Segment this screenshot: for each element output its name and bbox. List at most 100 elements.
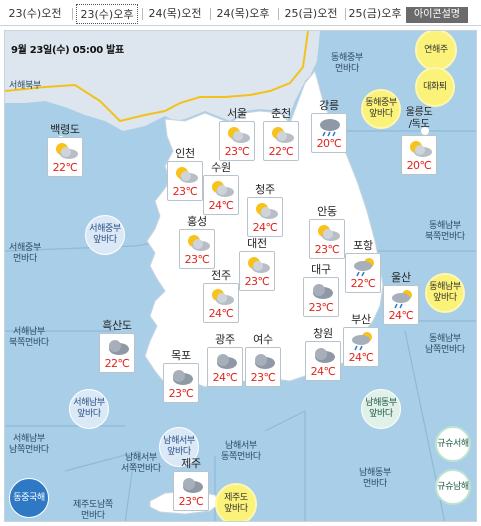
station-name: 제주 [181, 457, 201, 470]
station-daejeon[interactable]: 대전 23℃ [237, 237, 277, 291]
sea-label-west-north: 서해북부 [9, 81, 41, 91]
station-jeonju[interactable]: 전주 24℃ [201, 269, 241, 323]
station-name: 여수 [253, 333, 273, 346]
station-cheongju[interactable]: 청주 24℃ [245, 183, 285, 237]
tab-divider [278, 8, 279, 20]
station-suwon[interactable]: 수원 24℃ [201, 161, 241, 215]
partly-cloudy-icon [188, 235, 210, 251]
station-name: 부산 [351, 313, 371, 326]
station-name: 백령도 [50, 123, 80, 136]
station-temp: 20℃ [406, 159, 432, 172]
station-ulsan[interactable]: 울산 24℃ [381, 271, 421, 325]
zone-south-east-near[interactable]: 남해동부 앞바다 [361, 389, 401, 429]
tab-23-am[interactable]: 23(수)오전 [8, 7, 62, 20]
station-name: 목포 [171, 349, 191, 362]
station-gwangju[interactable]: 광주 24℃ [205, 333, 245, 387]
station-temp: 24℃ [388, 309, 414, 322]
station-baengnyeong[interactable]: 백령도 22℃ [45, 123, 85, 177]
partly-cloudy-icon [256, 203, 278, 219]
sea-label-jeju-south-far: 제주도남쪽 먼바다 [73, 500, 113, 521]
weather-map: 9월 23일(수) 05:00 발표 서해북부 서해중부 먼바다 서해남부 북쪽… [4, 30, 477, 522]
station-name: 울릉도 /독도 [405, 107, 433, 130]
tab-24-am[interactable]: 24(목)오전 [148, 7, 202, 20]
station-name: 춘천 [271, 107, 291, 120]
station-temp: 23℃ [168, 387, 194, 400]
tab-divider [72, 8, 73, 20]
station-name: 대전 [247, 237, 267, 250]
sea-label-west-south-north-far: 서해남부 북쪽먼바다 [9, 327, 49, 348]
partly-cloudy-icon [176, 167, 198, 183]
station-jeju[interactable]: 제주 23℃ [171, 457, 211, 511]
station-name: 서울 [227, 107, 247, 120]
station-chuncheon[interactable]: 춘천 22℃ [261, 107, 301, 161]
station-heuksando[interactable]: 흑산도 22℃ [97, 319, 137, 373]
tab-25-am[interactable]: 25(금)오전 [284, 7, 338, 20]
sea-label-east-central-far: 동해중부 먼바다 [331, 53, 363, 74]
tab-divider [345, 8, 346, 20]
station-changwon[interactable]: 창원 24℃ [303, 327, 343, 381]
station-temp: 23℃ [314, 243, 340, 256]
tab-24-pm[interactable]: 24(목)오후 [216, 7, 270, 20]
station-gangneung[interactable]: 강릉 20℃ [309, 99, 349, 153]
zone-daehwa[interactable]: 대화퇴 [415, 67, 455, 107]
tab-23-pm[interactable]: 23(수)오후 [76, 4, 138, 24]
station-name: 대구 [311, 263, 331, 276]
station-name: 수원 [211, 161, 231, 174]
cloudy-icon [183, 478, 203, 493]
station-temp: 24℃ [348, 351, 374, 364]
station-incheon[interactable]: 인천 23℃ [165, 147, 205, 201]
sea-label-east-south-north-far: 동해남부 북쪽먼바다 [425, 221, 465, 242]
zone-yeonhae[interactable]: 연해주 [415, 31, 457, 71]
zone-east-central-near[interactable]: 동해중부 앞바다 [361, 89, 401, 129]
icon-legend-button[interactable]: 아이콘설명 [406, 7, 468, 23]
station-andong[interactable]: 안동 23℃ [307, 205, 347, 259]
partly-cloudy-icon [228, 127, 250, 143]
partly-cloudy-icon [318, 225, 340, 241]
zone-west-south-near[interactable]: 서해남부 앞바다 [69, 389, 109, 429]
station-name: 안동 [317, 205, 337, 218]
sea-label-south-west-east-far: 남해서부 동쪽먼바다 [221, 441, 261, 462]
tab-25-pm[interactable]: 25(금)오후 [348, 7, 402, 20]
station-busan[interactable]: 부산 24℃ [341, 313, 381, 367]
station-temp: 24℃ [310, 365, 336, 378]
partly-cloudy-icon [212, 181, 234, 197]
north-korea-land [5, 31, 305, 131]
station-temp: 24℃ [212, 371, 238, 384]
sea-label-east-south-south-far: 동해남부 남쪽먼바다 [425, 334, 465, 355]
sea-label-south-west-west-far: 남해서부 서쪽먼바다 [121, 453, 161, 474]
zone-east-south-near[interactable]: 동해남부 앞바다 [425, 273, 465, 313]
station-temp: 22℃ [268, 145, 294, 158]
cloudy-icon [109, 340, 129, 355]
station-temp: 23℃ [184, 253, 210, 266]
station-hongseong[interactable]: 홍성 23℃ [177, 215, 217, 269]
partly-cloudy-icon [248, 257, 270, 273]
zone-jeju-near[interactable]: 제주도 앞바다 [215, 483, 257, 521]
zone-kyushu-west[interactable]: 규슈서해 [435, 426, 471, 462]
station-ulleungdo[interactable]: 울릉도 /독도 20℃ [397, 107, 441, 175]
station-temp: 23℃ [172, 185, 198, 198]
station-name: 광주 [215, 333, 235, 346]
station-temp: 23℃ [250, 371, 276, 384]
station-name: 흑산도 [102, 319, 132, 332]
cloudy-icon [315, 348, 335, 363]
rain-icon [320, 119, 340, 137]
zone-west-central-near[interactable]: 서해중부 앞바다 [85, 215, 125, 255]
station-name: 강릉 [319, 99, 339, 112]
station-name: 홍성 [187, 215, 207, 228]
station-seoul[interactable]: 서울 23℃ [217, 107, 257, 161]
station-mokpo[interactable]: 목포 23℃ [161, 349, 201, 403]
station-name: 울산 [391, 271, 411, 284]
station-name: 청주 [255, 183, 275, 196]
station-temp: 23℃ [244, 275, 270, 288]
zone-south-west-near[interactable]: 남해서부 앞바다 [159, 427, 199, 467]
tab-divider [210, 8, 211, 20]
station-pohang[interactable]: 포항 22℃ [343, 239, 383, 293]
station-temp: 20℃ [316, 137, 342, 150]
station-yeosu[interactable]: 여수 23℃ [243, 333, 283, 387]
zone-east-china-sea[interactable]: 동중국해 [9, 478, 49, 518]
station-temp: 24℃ [252, 221, 278, 234]
station-temp: 24℃ [208, 199, 234, 212]
station-daegu[interactable]: 대구 23℃ [301, 263, 341, 317]
zone-kyushu-south[interactable]: 규슈남해 [435, 469, 471, 505]
cloudy-icon [217, 354, 237, 369]
